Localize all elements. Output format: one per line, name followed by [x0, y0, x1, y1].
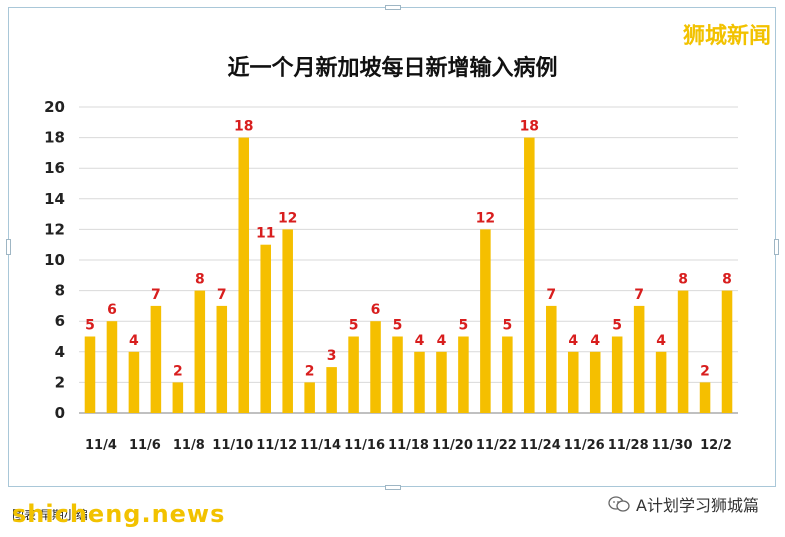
x-tick-label: 11/30: [652, 438, 693, 453]
wechat-account: A计划学习狮城篇: [608, 492, 759, 516]
bar: [546, 305, 557, 413]
bar: [567, 351, 579, 413]
data-label: 8: [195, 272, 205, 288]
data-label: 4: [129, 333, 139, 349]
data-label: 11: [256, 226, 275, 242]
y-tick-label: 14: [44, 190, 65, 208]
bar: [216, 305, 228, 413]
bar: [480, 229, 491, 413]
y-tick-label: 0: [55, 404, 65, 422]
x-tick-label: 11/12: [256, 438, 297, 453]
bar: [721, 290, 733, 413]
bar: [458, 336, 469, 413]
data-label: 18: [234, 119, 253, 135]
x-tick-label: 11/24: [520, 438, 561, 453]
y-tick-label: 8: [55, 282, 65, 300]
data-label: 5: [612, 318, 622, 334]
brand-label: 狮城新闻: [682, 24, 771, 49]
data-label: 8: [722, 272, 732, 288]
bar: [502, 336, 513, 413]
bar: [633, 305, 645, 413]
data-label: 4: [437, 333, 447, 349]
y-tick-label: 2: [55, 373, 65, 391]
data-label: 4: [568, 333, 578, 349]
y-tick-label: 16: [44, 159, 65, 177]
bar: [326, 367, 337, 413]
x-tick-label: 11/10: [212, 438, 253, 453]
data-label: 5: [393, 318, 403, 334]
x-tick-label: 11/18: [388, 438, 429, 453]
bar: [194, 290, 206, 413]
x-tick-label: 11/4: [85, 438, 117, 453]
bar: [282, 229, 293, 413]
bar: [589, 351, 601, 413]
wechat-account-name: A计划学习狮城篇: [636, 496, 759, 515]
data-label: 3: [327, 348, 337, 364]
x-tick-label: 12/2: [700, 438, 732, 453]
bar: [392, 336, 403, 413]
data-label: 7: [634, 287, 644, 303]
resize-handle-bottom[interactable]: [385, 485, 401, 490]
resize-handle-right[interactable]: [774, 239, 779, 255]
bar: [348, 336, 359, 413]
bar: [172, 382, 184, 413]
data-label: 4: [590, 333, 600, 349]
data-label: 5: [85, 318, 95, 334]
y-tick-label: 12: [44, 220, 65, 238]
bar: [238, 137, 250, 413]
y-tick-label: 20: [44, 98, 65, 116]
data-label: 6: [371, 302, 381, 318]
x-tick-label: 11/8: [173, 438, 205, 453]
x-tick-label: 11/26: [564, 438, 605, 453]
resize-handle-left[interactable]: [6, 239, 11, 255]
data-label: 5: [349, 318, 359, 334]
data-label: 7: [217, 287, 227, 303]
watermark: shicheng.news: [12, 500, 226, 528]
y-tick-label: 18: [44, 129, 65, 147]
x-tick-label: 11/22: [476, 438, 517, 453]
data-label: 4: [656, 333, 666, 349]
data-label: 6: [107, 302, 117, 318]
bar: [106, 321, 118, 413]
data-label: 2: [700, 363, 710, 379]
x-tick-label: 11/16: [344, 438, 385, 453]
data-label: 8: [678, 272, 688, 288]
bar: [260, 244, 271, 413]
data-label: 12: [278, 210, 297, 226]
x-tick-label: 11/20: [432, 438, 473, 453]
bar: [370, 321, 381, 413]
footer-credit: 图表 早期小编: [12, 508, 88, 522]
y-tick-label: 6: [55, 312, 65, 330]
data-label: 7: [546, 287, 556, 303]
bar: [655, 351, 667, 413]
data-label: 7: [151, 287, 161, 303]
bar: [436, 351, 447, 413]
wechat-icon: [608, 496, 630, 512]
data-label: 5: [459, 318, 469, 334]
data-label: 5: [502, 318, 512, 334]
chart-title: 近一个月新加坡每日新增输入病例: [227, 56, 558, 81]
bar: [611, 336, 623, 413]
x-tick-label: 11/28: [608, 438, 649, 453]
bar: [414, 351, 425, 413]
bar: [84, 336, 96, 413]
y-tick-label: 10: [44, 251, 65, 269]
data-label: 18: [520, 119, 539, 135]
bar: [128, 351, 140, 413]
bar: [150, 305, 162, 413]
bar: [524, 137, 535, 413]
data-label: 4: [415, 333, 425, 349]
bar: [699, 382, 711, 413]
resize-handle-top[interactable]: [385, 5, 401, 10]
data-label: 2: [173, 363, 183, 379]
x-tick-label: 11/14: [300, 438, 341, 453]
data-label: 12: [476, 210, 495, 226]
x-tick-label: 11/6: [129, 438, 161, 453]
data-label: 2: [305, 363, 315, 379]
y-tick-label: 4: [55, 343, 65, 361]
bar: [677, 290, 689, 413]
bar: [304, 382, 315, 413]
